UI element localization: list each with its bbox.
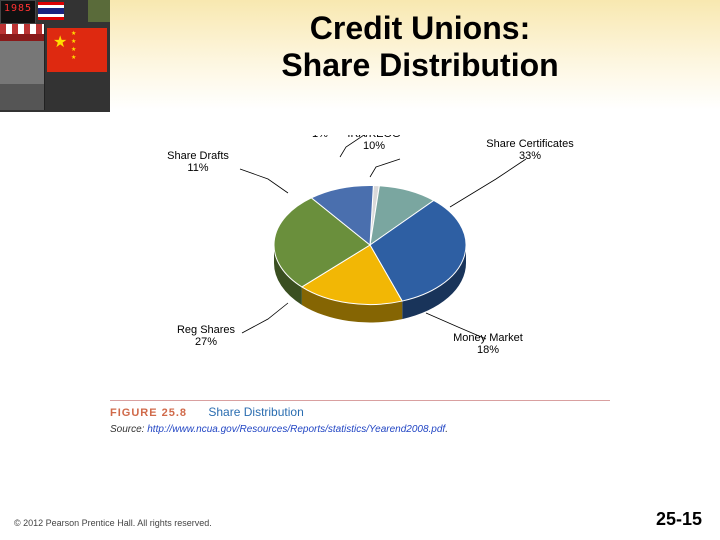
led-sign: 1985 <box>0 0 36 24</box>
slice-label: Money Market <box>453 332 523 344</box>
slide-root: 1985 Credit Unions: Share Distribution O… <box>0 0 720 540</box>
pie-svg: Other1%IRA/KEOG10%Share Certificates33%M… <box>110 135 610 390</box>
source-prefix: Source: <box>110 424 147 435</box>
leader-line <box>240 169 288 193</box>
slice-pct: 27% <box>195 336 217 348</box>
pie-chart: Other1%IRA/KEOG10%Share Certificates33%M… <box>110 135 610 390</box>
source-line: Source: http://www.ncua.gov/Resources/Re… <box>110 424 448 435</box>
leader-line <box>242 303 288 333</box>
slide-title: Credit Unions: Share Distribution <box>160 10 680 84</box>
figure-number: FIGURE 25.8 <box>110 407 187 419</box>
plant-icon <box>88 0 110 22</box>
thailand-flag-icon <box>38 2 64 20</box>
figure-title: Share Distribution <box>208 405 303 419</box>
leader-line <box>370 159 400 177</box>
slice-label: Share Drafts <box>167 150 229 162</box>
source-link[interactable]: http://www.ncua.gov/Resources/Reports/st… <box>147 424 445 435</box>
slice-pct: 11% <box>187 162 208 174</box>
page-number: 25-15 <box>656 509 702 530</box>
title-line-1: Credit Unions: <box>310 10 530 46</box>
source-suffix: . <box>445 424 448 435</box>
decorative-photo-collage: 1985 <box>0 0 110 112</box>
figure-caption: FIGURE 25.8 Share Distribution <box>110 400 610 419</box>
slice-pct: 18% <box>477 344 499 356</box>
storefront-icon <box>0 24 45 110</box>
slice-pct: 33% <box>519 150 541 162</box>
slice-pct: 10% <box>363 140 385 152</box>
copyright-footer: © 2012 Pearson Prentice Hall. All rights… <box>14 518 212 528</box>
leader-line <box>450 159 526 207</box>
slice-label: Reg Shares <box>177 324 236 336</box>
china-flag-icon <box>47 28 107 72</box>
slice-label: Share Certificates <box>486 138 574 150</box>
title-line-2: Share Distribution <box>281 47 558 83</box>
slice-pct: 1% <box>312 135 328 140</box>
